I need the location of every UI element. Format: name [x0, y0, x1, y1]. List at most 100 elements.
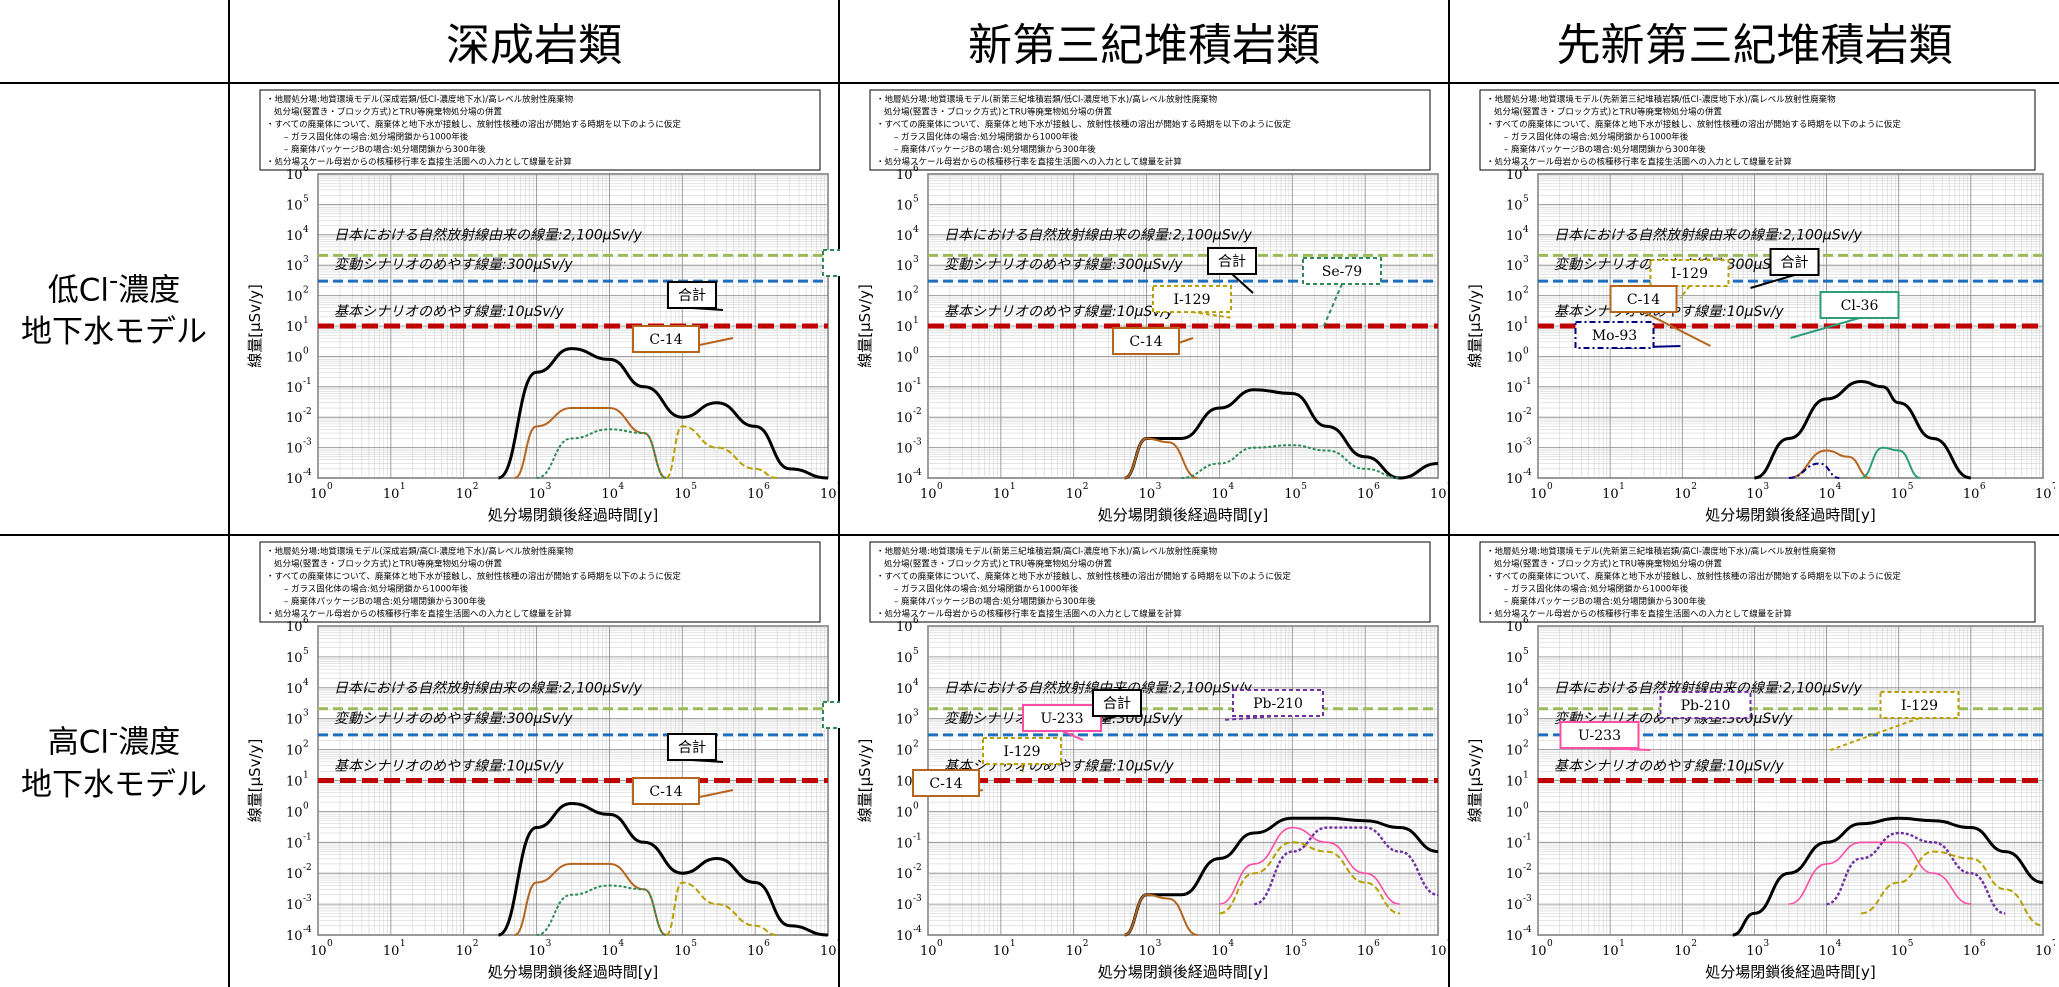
x-tick-exponent: 0	[1547, 939, 1553, 949]
y-axis-label: 線量[μSv/y]	[856, 284, 874, 368]
note-line: ・地層処分場:地質環境モデル(深成岩類/高Cl-濃度地下水)/高レベル放射性廃棄…	[266, 546, 574, 557]
series-callout: C-14	[912, 769, 984, 797]
y-tick-exponent: 3	[1523, 709, 1529, 719]
y-tick-label: 10	[286, 836, 303, 851]
note-line: ・地層処分場:地質環境モデル(先新第三紀堆積岩類/高Cl-濃度地下水)/高レベル…	[1486, 546, 1836, 557]
chart-panel: ・地層処分場:地質環境モデル(先新第三紀堆積岩類/低Cl-濃度地下水)/高レベル…	[1460, 88, 2055, 528]
callout-label: I-129	[1174, 292, 1211, 308]
table-divider	[1448, 0, 1450, 987]
y-tick-label: 10	[1506, 411, 1523, 426]
reference-line-label: 変動シナリオのめやす線量:300μSv/y	[334, 711, 573, 727]
note-line: – 廃棄体パッケージBの場合:処分場閉鎖から300年後	[1504, 596, 1706, 607]
callout-box	[632, 777, 700, 805]
y-tick-label: 10	[896, 259, 913, 274]
y-tick-label: 10	[286, 805, 303, 820]
callout-label: 合計	[1103, 696, 1131, 712]
callout-arrow	[1679, 285, 1691, 299]
callout-box	[1819, 291, 1900, 319]
x-tick-label: 10	[674, 944, 691, 959]
x-tick-exponent: 7	[2052, 939, 2055, 949]
note-line: – 廃棄体パッケージBの場合:処分場閉鎖から300年後	[894, 144, 1096, 155]
y-tick-exponent: 3	[303, 709, 309, 719]
y-tick-exponent: 2	[303, 740, 309, 750]
series-callout: Se-79	[822, 249, 840, 277]
y-tick-exponent: -1	[913, 377, 922, 387]
x-tick-exponent: 5	[1301, 482, 1307, 492]
callout-box	[1649, 259, 1730, 287]
series-line-total	[1754, 379, 1972, 480]
x-axis-label: 処分場閉鎖後経過時間[y]	[1098, 963, 1269, 981]
callout-label: Pb-210	[1253, 696, 1303, 712]
x-tick-exponent: 4	[618, 939, 624, 949]
note-line: – 廃棄体パッケージBの場合:処分場閉鎖から300年後	[284, 596, 486, 607]
y-tick-exponent: 6	[913, 616, 919, 626]
series-callout: I-129	[1649, 259, 1730, 299]
reference-line-label: 日本における自然放射線由来の線量:2,100μSv/y	[944, 227, 1253, 243]
y-tick-label: 10	[286, 898, 303, 913]
note-line: ・処分場スケール母岩からの核種移行率を直接生活圏への入力として線量を計算	[266, 609, 572, 620]
x-tick-exponent: 2	[1691, 939, 1697, 949]
y-tick-label: 10	[286, 320, 303, 335]
x-tick-exponent: 1	[1010, 939, 1016, 949]
series-callout: 合計	[667, 733, 724, 763]
y-tick-exponent: 0	[303, 801, 309, 811]
x-tick-exponent: 6	[1980, 939, 1986, 949]
callout-box	[667, 281, 717, 309]
x-tick-label: 10	[1066, 944, 1083, 959]
y-tick-label: 10	[896, 836, 913, 851]
y-tick-label: 10	[1506, 320, 1523, 335]
table-divider	[0, 82, 2059, 84]
y-tick-label: 10	[1506, 651, 1523, 666]
y-axis-label: 線量[μSv/y]	[246, 739, 264, 823]
x-tick-label: 10	[310, 487, 327, 502]
y-tick-exponent: -3	[1523, 894, 1532, 904]
chart-panel: ・地層処分場:地質環境モデル(新第三紀堆積岩類/低Cl-濃度地下水)/高レベル放…	[850, 88, 1450, 528]
note-line: 処分場(竪置き・ブロック方式)とTRU等廃棄物処分場の併置	[274, 559, 502, 570]
x-tick-label: 10	[993, 487, 1010, 502]
notes-box: ・地層処分場:地質環境モデル(新第三紀堆積岩類/高Cl-濃度地下水)/高レベル放…	[869, 541, 1431, 623]
series-line-se79	[536, 428, 667, 479]
y-tick-exponent: -4	[303, 925, 312, 935]
y-tick-label: 10	[1506, 744, 1523, 759]
series-line-c14	[1124, 893, 1198, 936]
y-tick-exponent: 1	[1523, 316, 1529, 326]
y-tick-exponent: -3	[303, 438, 312, 448]
callout-box	[912, 769, 980, 797]
x-tick-exponent: 6	[1374, 939, 1380, 949]
x-tick-label: 10	[747, 944, 764, 959]
series-line-pb210	[1826, 831, 2006, 915]
y-tick-exponent: 5	[913, 647, 919, 657]
y-tick-exponent: -1	[303, 832, 312, 842]
x-tick-label: 10	[456, 944, 473, 959]
callout-label: C-14	[649, 784, 682, 800]
callout-box	[1207, 247, 1257, 275]
series-line-se79	[536, 884, 667, 936]
y-tick-label: 10	[286, 929, 303, 944]
x-tick-exponent: 7	[837, 939, 840, 949]
notes-frame	[259, 89, 821, 171]
column-header: 新第三紀堆積岩類	[968, 20, 1320, 71]
x-tick-exponent: 6	[764, 939, 770, 949]
y-tick-label: 10	[286, 682, 303, 697]
series-line-total	[497, 347, 829, 480]
y-tick-exponent: -2	[913, 407, 922, 417]
y-tick-label: 10	[896, 620, 913, 635]
x-tick-label: 10	[383, 944, 400, 959]
x-tick-exponent: 2	[1083, 939, 1089, 949]
callout-label: C-14	[1627, 292, 1660, 308]
y-tick-label: 10	[896, 775, 913, 790]
x-axis-label: 処分場閉鎖後経過時間[y]	[1705, 506, 1876, 524]
callout-label: I-129	[1901, 698, 1938, 714]
y-tick-label: 10	[286, 259, 303, 274]
y-tick-exponent: 5	[1523, 194, 1529, 204]
callout-box	[1879, 691, 1960, 719]
y-tick-label: 10	[896, 381, 913, 396]
x-tick-exponent: 1	[1619, 939, 1625, 949]
notes-box: ・地層処分場:地質環境モデル(深成岩類/高Cl-濃度地下水)/高レベル放射性廃棄…	[259, 541, 821, 623]
note-line: ・処分場スケール母岩からの核種移行率を直接生活圏への入力として線量を計算	[876, 609, 1182, 620]
note-line: ・処分場スケール母岩からの核種移行率を直接生活圏への入力として線量を計算	[876, 157, 1182, 168]
y-tick-exponent: -1	[1523, 832, 1532, 842]
y-tick-exponent: -3	[303, 894, 312, 904]
row-header: 低Cl-濃度 地下水モデル	[21, 265, 207, 351]
callout-box	[1769, 248, 1820, 276]
